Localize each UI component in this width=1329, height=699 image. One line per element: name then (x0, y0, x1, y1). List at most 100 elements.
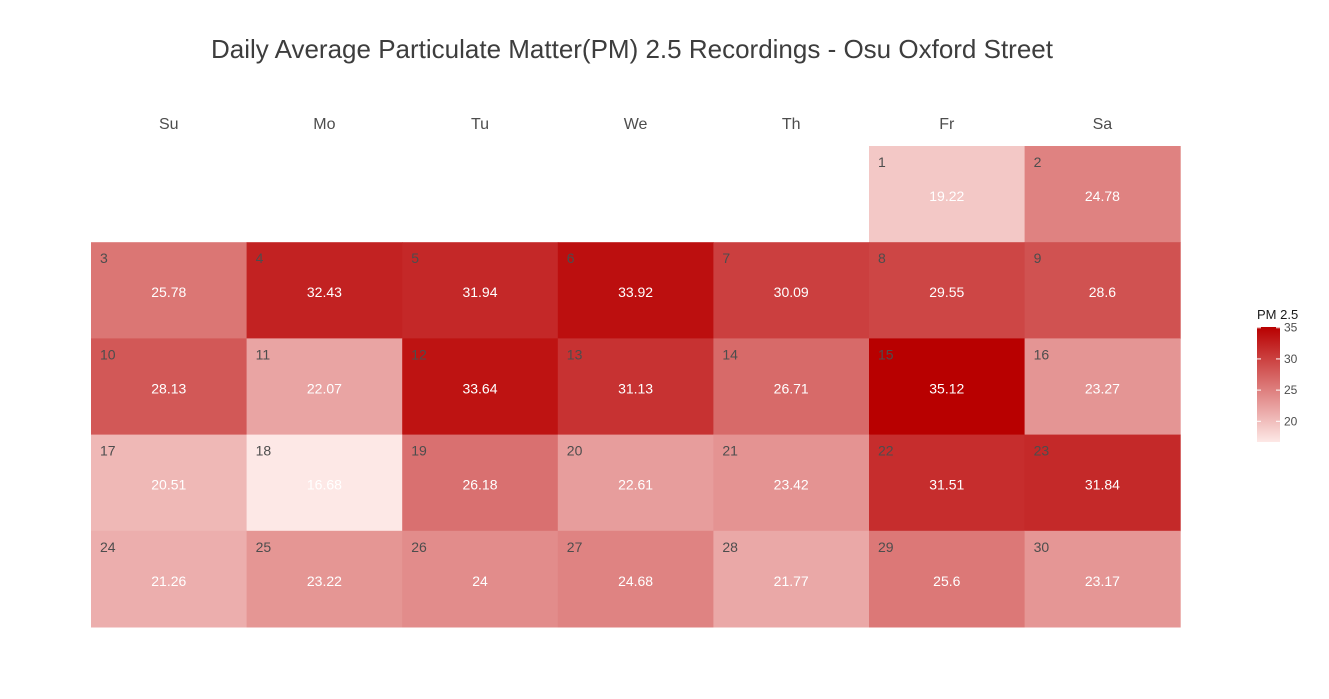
day-number: 23 (1034, 443, 1050, 459)
day-cell: 14 26.71 (713, 338, 870, 436)
day-cell: 16 23.27 (1024, 338, 1181, 436)
day-cell: 224.78 (1024, 146, 1181, 243)
day-tile (91, 434, 248, 532)
day-tile (713, 338, 870, 436)
day-cell: 928.6 (1024, 242, 1181, 339)
day-tile (246, 338, 403, 436)
day-value-label: 29.55 (929, 284, 964, 300)
color-legend: PM 2.5 20 25 30 35 (1257, 307, 1298, 442)
day-number: 20 (567, 443, 583, 459)
day-tile (402, 530, 559, 628)
day-cell: 531.94 (402, 242, 559, 339)
day-value-label: 19.22 (929, 188, 964, 204)
day-value-label: 22.07 (307, 380, 342, 396)
calendar-cells: 119.22224.78325.78432.43531.94633.92730.… (91, 146, 1181, 628)
legend-tick-label: 30 (1284, 352, 1298, 366)
day-number: 16 (1034, 346, 1050, 362)
day-value-label: 28.6 (1089, 284, 1116, 300)
day-tile (91, 530, 248, 628)
day-value-label: 33.92 (618, 284, 653, 300)
day-value-label: 31.94 (462, 284, 497, 300)
weekday-label: Tu (471, 116, 489, 133)
day-cell: 730.09 (713, 242, 870, 339)
day-cell: 18 16.68 (246, 434, 403, 532)
day-number: 21 (722, 443, 738, 459)
day-cell: 30 23.17 (1024, 530, 1181, 628)
day-value-label: 24 (472, 573, 488, 589)
day-tile (91, 338, 248, 436)
day-tile (246, 242, 403, 339)
day-number: 8 (878, 250, 886, 266)
legend-tick-label: 20 (1284, 414, 1298, 428)
day-number: 2 (1034, 154, 1042, 170)
legend-tick-label: 25 (1284, 383, 1298, 397)
day-value-label: 23.17 (1085, 573, 1120, 589)
day-cell: 325.78 (91, 242, 248, 339)
day-tile (1024, 338, 1181, 436)
day-number: 13 (567, 346, 583, 362)
day-number: 29 (878, 539, 894, 555)
day-number: 25 (256, 539, 272, 555)
day-tile (402, 242, 559, 339)
day-value-label: 22.61 (618, 477, 653, 493)
day-value-label: 31.13 (618, 380, 653, 396)
day-number: 24 (100, 539, 116, 555)
weekday-label: Mo (313, 116, 335, 133)
day-cell: 432.43 (246, 242, 403, 339)
day-cell: 11 22.07 (246, 338, 403, 436)
day-number: 1 (878, 154, 886, 170)
day-number: 26 (411, 539, 427, 555)
legend-colorbar (1257, 327, 1280, 442)
day-value-label: 16.68 (307, 477, 342, 493)
day-number: 14 (722, 346, 738, 362)
day-value-label: 24.68 (618, 573, 653, 589)
chart-title: Daily Average Particulate Matter(PM) 2.5… (211, 34, 1054, 64)
legend-title: PM 2.5 (1257, 307, 1298, 322)
day-value-label: 35.12 (929, 380, 964, 396)
day-cell: 829.55 (869, 242, 1026, 339)
day-cell: 20 22.61 (557, 434, 714, 532)
day-number: 17 (100, 443, 116, 459)
day-number: 18 (256, 443, 272, 459)
day-cell: 26 24 (402, 530, 559, 628)
day-cell: 633.92 (557, 242, 714, 339)
day-number: 5 (411, 250, 419, 266)
day-value-label: 33.64 (462, 380, 497, 396)
day-cell: 29 25.6 (869, 530, 1026, 628)
day-tile (1024, 434, 1181, 532)
day-cell: 27 24.68 (557, 530, 714, 628)
day-tile (402, 338, 559, 436)
day-cell: 28 21.77 (713, 530, 870, 628)
day-value-label: 23.42 (774, 477, 809, 493)
day-number: 9 (1034, 250, 1042, 266)
day-number: 11 (256, 346, 271, 362)
day-value-label: 31.84 (1085, 477, 1120, 493)
day-tile (869, 338, 1026, 436)
day-tile (869, 530, 1026, 628)
legend-ticks: 20 25 30 35 (1257, 321, 1298, 428)
day-value-label: 26.71 (774, 380, 809, 396)
day-value-label: 32.43 (307, 284, 342, 300)
day-cell: 19 26.18 (402, 434, 559, 532)
day-cell: 10 28.13 (91, 338, 248, 436)
day-tile (713, 242, 870, 339)
day-number: 22 (878, 443, 894, 459)
day-value-label: 24.78 (1085, 188, 1120, 204)
legend-tick-label: 35 (1284, 321, 1298, 335)
weekday-label: Su (159, 116, 179, 133)
day-value-label: 28.13 (151, 380, 186, 396)
day-tile (402, 434, 559, 532)
day-tile (713, 434, 870, 532)
day-value-label: 31.51 (929, 477, 964, 493)
weekday-label: Sa (1093, 116, 1113, 133)
day-cell: 15 35.12 (869, 338, 1026, 436)
day-number: 15 (878, 346, 894, 362)
day-value-label: 23.22 (307, 573, 342, 589)
weekday-label: Th (782, 116, 801, 133)
day-tile (557, 530, 714, 628)
weekday-header: Su Mo Tu We Th Fr Sa (159, 116, 1112, 133)
day-tile (869, 434, 1026, 532)
day-tile (869, 146, 1026, 243)
day-cell: 24 21.26 (91, 530, 248, 628)
